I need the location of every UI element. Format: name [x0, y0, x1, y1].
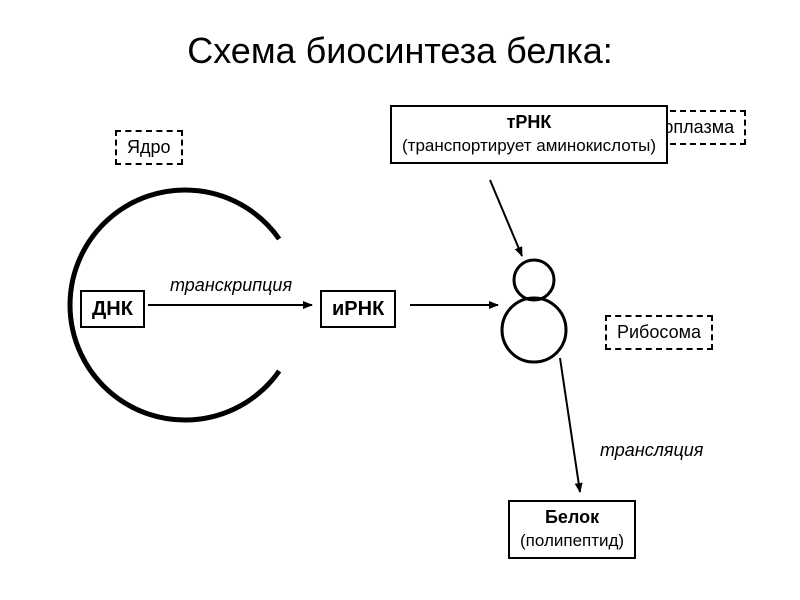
nucleus-label: Ядро — [127, 137, 171, 157]
trna-title: тРНК — [507, 112, 552, 132]
translation-label: трансляция — [600, 440, 703, 461]
protein-subtitle: (полипептид) — [520, 531, 624, 550]
nucleus-label-box: Ядро — [115, 130, 183, 165]
trna-box: тРНК (транспортирует аминокислоты) — [390, 105, 668, 164]
arrow-trna-ribosome — [490, 180, 522, 256]
dna-box: ДНК — [80, 290, 145, 328]
protein-title: Белок — [545, 507, 599, 527]
irna-label: иРНК — [332, 298, 384, 320]
irna-box: иРНК — [320, 290, 396, 328]
trna-subtitle: (транспортирует аминокислоты) — [402, 136, 656, 155]
transcription-label: транскрипция — [170, 275, 292, 296]
protein-box: Белок (полипептид) — [508, 500, 636, 559]
arrow-ribosome-protein — [560, 358, 580, 492]
ribosome-label-box: Рибосома — [605, 315, 713, 350]
page-title: Схема биосинтеза белка: — [0, 30, 800, 72]
ribosome-small-icon — [514, 260, 554, 300]
dna-label: ДНК — [92, 298, 133, 320]
ribosome-large-icon — [502, 298, 566, 362]
ribosome-label: Рибосома — [617, 322, 701, 342]
